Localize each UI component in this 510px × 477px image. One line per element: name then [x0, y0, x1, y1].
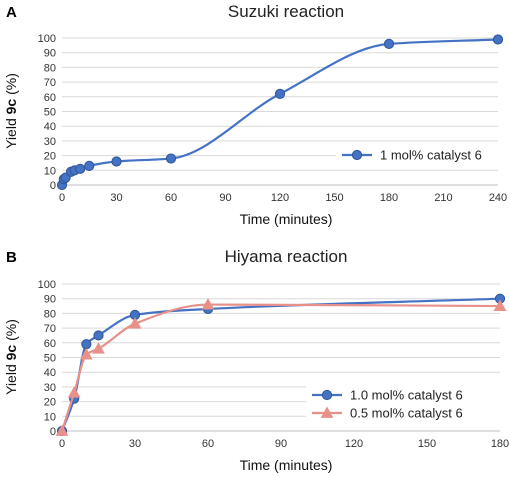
y-tick-label: 50	[44, 353, 56, 365]
x-tick-label: 0	[59, 192, 65, 204]
data-point	[75, 163, 86, 174]
y-tick-label: 0	[50, 426, 56, 438]
y-tick-label: 60	[44, 338, 56, 350]
y-tick-label: 90	[44, 294, 56, 306]
x-tick-label: 210	[434, 192, 452, 204]
panel-a-series	[56, 34, 504, 191]
data-point	[84, 160, 95, 171]
y-tick-label: 50	[44, 107, 56, 119]
data-point	[81, 339, 92, 350]
data-point	[67, 386, 81, 398]
panel-a-title: Suzuki reaction	[228, 2, 344, 21]
data-point	[93, 330, 104, 341]
y-tick-label: 80	[44, 308, 56, 320]
x-tick-label: 150	[325, 192, 343, 204]
y-tick-label: 100	[38, 279, 56, 291]
x-tick-label: 180	[380, 192, 398, 204]
y-tick-label: 100	[38, 33, 56, 45]
x-tick-label: 90	[275, 438, 287, 450]
y-tick-label: 60	[44, 92, 56, 104]
y-tick-label: 30	[44, 382, 56, 394]
data-point	[92, 342, 105, 354]
data-point	[79, 348, 93, 360]
panel-b-label: B	[6, 249, 17, 266]
legend-label: 0.5 mol% catalyst 6	[350, 406, 463, 421]
y-tick-label: 90	[44, 48, 56, 60]
x-tick-label: 30	[110, 192, 122, 204]
x-tick-label: 60	[165, 192, 177, 204]
data-point	[492, 34, 504, 45]
panel-b-series	[55, 293, 507, 437]
panel-a-y-tick-labels: 0 10 20 30 40 50 60 70 80 90 100	[38, 33, 56, 192]
legend-label: 1.0 mol% catalyst 6	[350, 388, 463, 403]
panel-b-legend: 1.0 mol% catalyst 6 0.5 mol% catalyst 6	[306, 382, 502, 426]
data-point	[274, 88, 286, 99]
y-tick-label: 40	[44, 121, 56, 133]
data-point	[383, 38, 395, 49]
x-tick-label: 180	[491, 438, 509, 450]
panel-a: A Suzuki reaction 0 10 20 30 40 50 60 70 80 90 100…	[3, 2, 507, 227]
panel-b-x-tick-labels: 0 30 60 90 120 150 180	[59, 438, 509, 450]
y-tick-label: 20	[44, 151, 56, 163]
panel-a-y-axis-title: Yield 9c (%)	[3, 73, 19, 149]
y-tick-label: 0	[50, 180, 56, 192]
data-point	[493, 299, 507, 311]
x-tick-label: 30	[129, 438, 141, 450]
y-tick-label: 10	[44, 165, 56, 177]
panel-a-legend: 1 mol% catalyst 6	[336, 142, 498, 168]
legend-label: 1 mol% catalyst 6	[380, 148, 482, 163]
panel-b-gridlines	[62, 283, 500, 417]
panel-a-x-tick-labels: 0 30 60 90 120 150 180 210 240	[59, 192, 507, 204]
panel-b-y-tick-labels: 0 10 20 30 40 50 60 70 80 90 100	[38, 279, 56, 438]
legend-box	[306, 382, 502, 426]
x-tick-label: 240	[489, 192, 507, 204]
panel-b-y-axis-title: Yield 9c (%)	[3, 319, 19, 395]
legend-marker	[351, 149, 363, 161]
panel-a-label: A	[6, 4, 17, 21]
panel-b: B Hiyama reaction 0 10 20 30 40 50 60 70 80 90 100…	[3, 247, 509, 473]
x-tick-label: 60	[202, 438, 214, 450]
data-point	[201, 298, 215, 310]
y-tick-label: 70	[44, 323, 56, 335]
data-point	[165, 153, 177, 164]
x-tick-label: 150	[418, 438, 436, 450]
panel-b-x-axis-title: Time (minutes)	[240, 457, 333, 473]
legend-marker	[321, 389, 333, 401]
x-tick-label: 90	[219, 192, 231, 204]
series-line	[60, 303, 501, 432]
y-tick-label: 40	[44, 367, 56, 379]
data-point	[55, 424, 69, 436]
x-tick-label: 120	[345, 438, 363, 450]
panel-a-x-axis-title: Time (minutes)	[240, 211, 333, 227]
data-point	[128, 317, 142, 329]
y-tick-label: 20	[44, 397, 56, 409]
x-tick-label: 0	[59, 438, 65, 450]
legend-marker	[320, 406, 334, 418]
y-tick-label: 70	[44, 77, 56, 89]
data-point	[111, 156, 122, 167]
y-tick-label: 80	[44, 62, 56, 74]
y-tick-label: 10	[44, 411, 56, 423]
y-tick-label: 30	[44, 136, 56, 148]
panel-b-title: Hiyama reaction	[225, 247, 348, 266]
x-tick-label: 120	[271, 192, 289, 204]
